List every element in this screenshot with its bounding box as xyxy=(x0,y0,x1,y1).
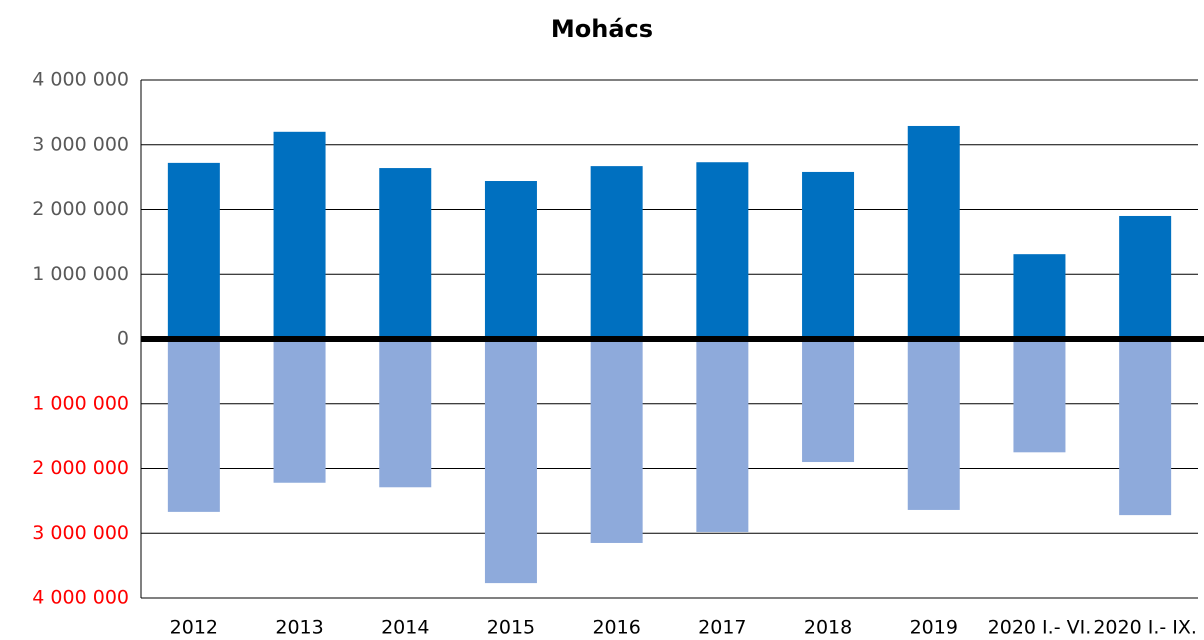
bar xyxy=(907,125,960,339)
x-tick-label: 2012 xyxy=(170,617,218,639)
bar xyxy=(1013,254,1066,339)
y-tick-label: 3 000 000 xyxy=(32,133,129,155)
bar xyxy=(802,171,855,339)
bar xyxy=(379,339,432,488)
x-tick-label: 2019 xyxy=(910,617,958,639)
bar xyxy=(167,162,220,339)
x-tick-label: 2016 xyxy=(592,617,640,639)
bar xyxy=(696,339,749,532)
bar xyxy=(167,339,220,512)
y-tick-label: 1 000 000 xyxy=(32,392,129,414)
bar xyxy=(273,339,326,483)
y-tick-label: 4 000 000 xyxy=(32,587,129,609)
bar xyxy=(696,162,749,339)
bar xyxy=(484,339,537,584)
x-tick-label: 2013 xyxy=(275,617,323,639)
bar xyxy=(484,181,537,339)
y-tick-label: 0 xyxy=(117,328,129,350)
chart-title: Mohács xyxy=(551,15,653,43)
bar xyxy=(802,339,855,463)
y-tick-label: 2 000 000 xyxy=(32,457,129,479)
y-tick-label: 2 000 000 xyxy=(32,198,129,220)
x-tick-label: 2015 xyxy=(487,617,535,639)
bar xyxy=(907,339,960,510)
x-tick-label: 2020 I.- IX. xyxy=(1093,617,1197,639)
bar xyxy=(590,339,643,543)
bar xyxy=(590,166,643,339)
x-tick-label: 2017 xyxy=(698,617,746,639)
bar xyxy=(1119,339,1172,516)
bar xyxy=(1119,215,1172,339)
y-tick-label: 1 000 000 xyxy=(32,263,129,285)
bar xyxy=(1013,339,1066,453)
x-tick-label: 2020 I.- VI. xyxy=(988,617,1092,639)
y-tick-label: 3 000 000 xyxy=(32,522,129,544)
bar xyxy=(379,168,432,339)
x-tick-label: 2018 xyxy=(804,617,852,639)
x-tick-label: 2014 xyxy=(381,617,429,639)
y-tick-label: 4 000 000 xyxy=(32,69,129,91)
bar xyxy=(273,131,326,339)
